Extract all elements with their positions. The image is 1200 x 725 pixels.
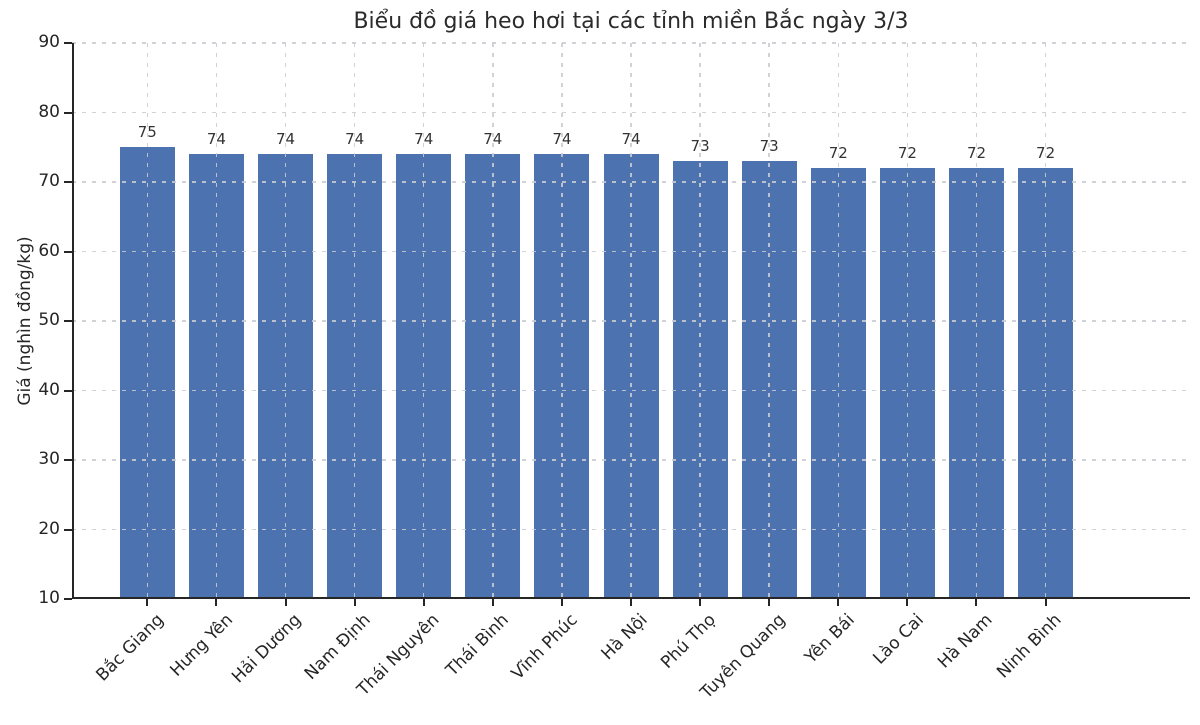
gridline-vertical	[215, 43, 218, 599]
y-tick-label: 50	[38, 310, 60, 330]
x-tick-mark	[353, 599, 356, 606]
gridline-vertical	[975, 43, 978, 599]
x-tick-mark	[837, 599, 840, 606]
gridline-vertical	[906, 43, 909, 599]
x-tick-label: Yên Bái	[800, 610, 859, 668]
y-tick-label: 20	[38, 518, 60, 539]
x-tick-label: Hưng Yên	[165, 610, 237, 681]
y-tick-mark	[64, 250, 72, 253]
gridline-vertical	[353, 43, 356, 599]
gridline-vertical	[422, 43, 425, 599]
y-tick-mark	[64, 320, 72, 322]
gridline-vertical	[768, 43, 770, 599]
x-tick-mark	[284, 599, 287, 606]
x-tick-mark	[906, 599, 909, 606]
y-tick-mark	[64, 459, 72, 461]
bar-value-label: 72	[1036, 144, 1056, 163]
bar-value-label: 74	[414, 130, 434, 149]
x-tick-label: Hải Dương	[228, 610, 306, 688]
y-tick-mark	[64, 598, 72, 600]
gridline-vertical	[146, 43, 149, 599]
gridline-vertical	[1044, 43, 1047, 599]
gridline-vertical	[492, 43, 494, 599]
x-tick-label: Lào Cai	[869, 610, 928, 669]
x-tick-mark	[560, 599, 563, 606]
x-tick-label: Vĩnh Phúc	[508, 610, 583, 684]
x-tick-label: Nam Định	[300, 610, 375, 684]
gridline-vertical	[561, 43, 563, 599]
x-tick-mark	[768, 599, 771, 606]
x-tick-label: Hà Nam	[934, 610, 997, 673]
bar-value-label: 74	[552, 130, 572, 149]
x-tick-label: Bắc Giang	[92, 610, 168, 686]
y-tick-mark	[64, 528, 72, 531]
y-tick-mark	[64, 111, 72, 114]
x-tick-mark	[975, 599, 978, 606]
bar-value-label: 74	[345, 130, 365, 149]
bar-value-label: 73	[690, 137, 710, 156]
bar-value-label: 72	[966, 144, 987, 163]
y-axis-line	[72, 43, 74, 599]
x-axis-line	[72, 597, 1190, 599]
x-tick-mark	[422, 599, 425, 606]
chart-title: Biểu đồ giá heo hơi tại các tỉnh miền Bắ…	[353, 9, 909, 34]
y-tick-label: 30	[38, 449, 60, 469]
y-tick-label: 60	[38, 240, 60, 261]
gridline-vertical	[284, 43, 287, 599]
x-tick-label: Phú Thọ	[657, 610, 721, 673]
bar-value-label: 72	[897, 144, 917, 163]
x-tick-label: Thái Bình	[442, 610, 513, 681]
x-tick-mark	[630, 599, 632, 606]
bar-value-label: 74	[206, 130, 226, 149]
y-tick-label: 70	[38, 171, 60, 191]
x-tick-mark	[699, 599, 702, 606]
bar-value-label: 75	[137, 123, 157, 142]
gridline-vertical	[699, 43, 701, 599]
x-tick-label: Ninh Bình	[993, 610, 1066, 683]
x-tick-mark	[146, 599, 149, 606]
x-tick-label: Hà Nội	[597, 610, 652, 665]
gridline-vertical	[837, 43, 840, 599]
bar-value-label: 74	[621, 130, 641, 149]
bar-value-label: 73	[759, 137, 779, 156]
x-tick-mark	[1044, 599, 1047, 606]
x-tick-mark	[491, 599, 494, 606]
gridline-vertical	[630, 43, 632, 599]
bar-value-label: 74	[275, 130, 296, 149]
y-tick-label: 90	[38, 32, 60, 52]
y-tick-mark	[64, 181, 72, 183]
plot-area: 75 74 74 74 74 74 74 74 73 73 72 72 72 72	[72, 42, 1190, 599]
y-tick-mark	[64, 389, 72, 392]
y-tick-label: 40	[38, 379, 60, 400]
y-tick-label: 80	[38, 101, 60, 122]
y-tick-label: 10	[38, 588, 60, 608]
bar-value-label: 72	[828, 144, 848, 163]
bar-value-label: 74	[483, 130, 503, 149]
y-tick-mark	[64, 42, 72, 44]
x-tick-mark	[215, 599, 218, 606]
